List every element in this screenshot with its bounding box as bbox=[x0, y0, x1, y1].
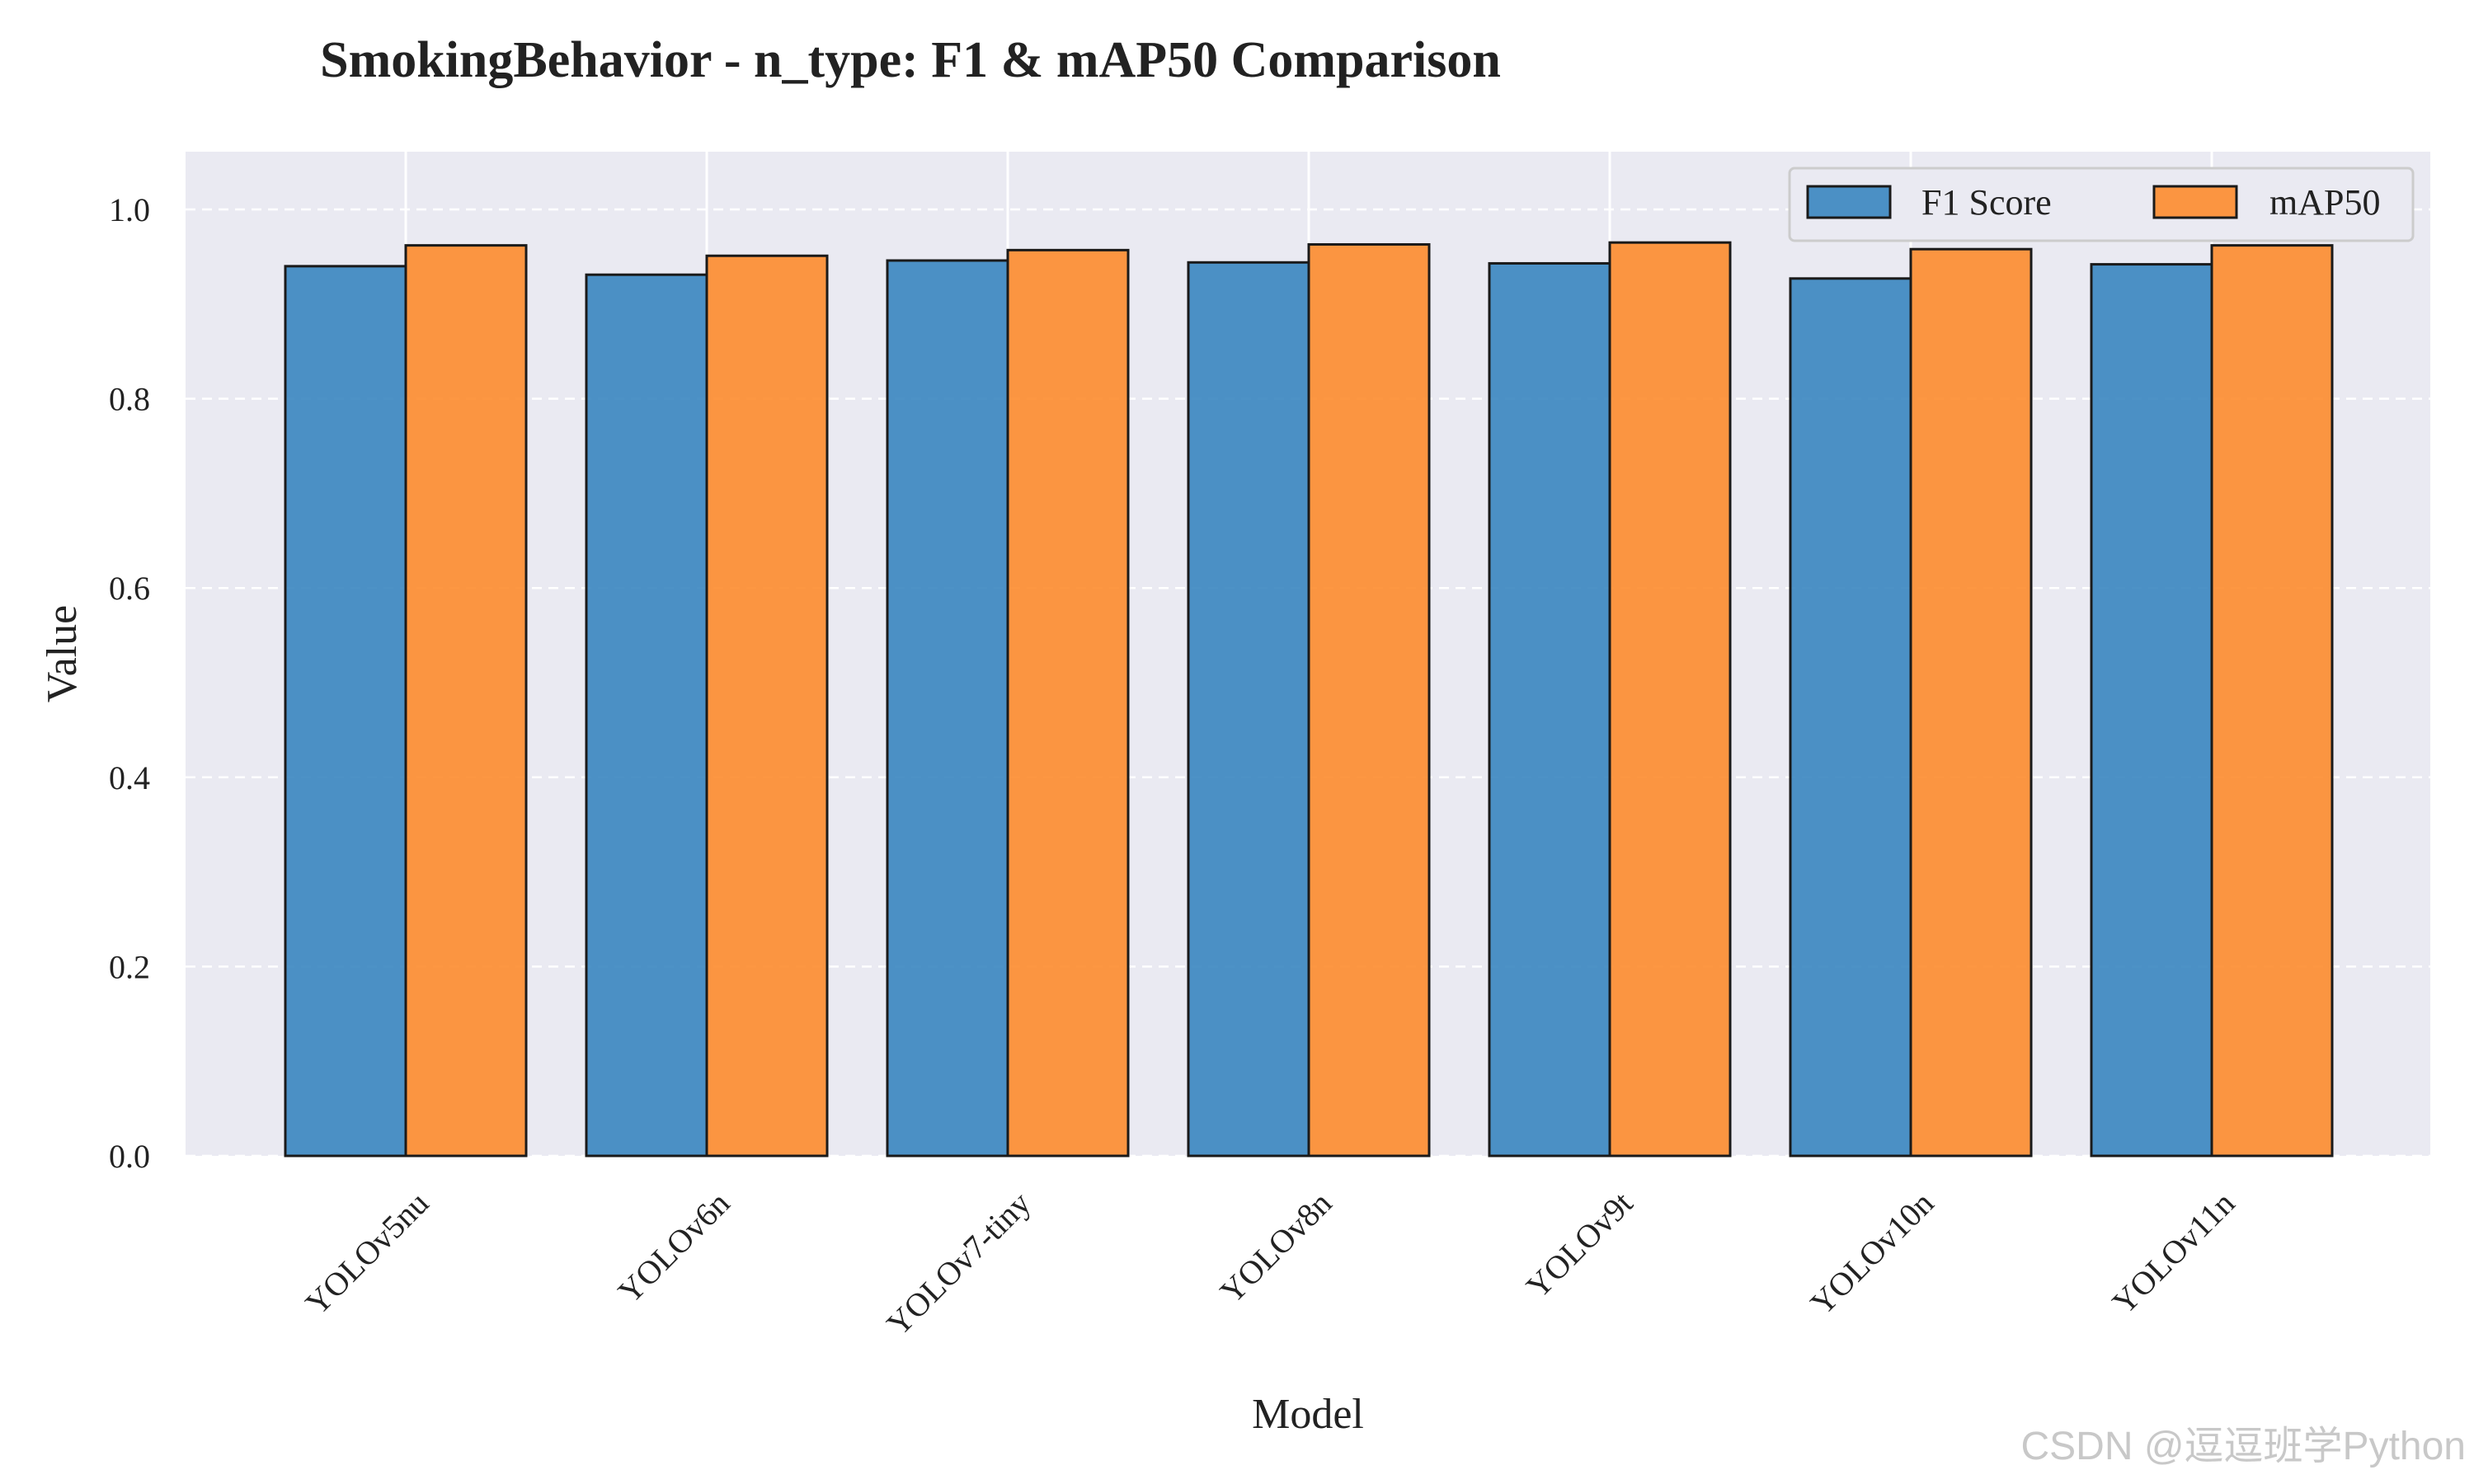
legend: F1 Score mAP50 bbox=[1788, 167, 2415, 242]
x-tick-label: YOLOv6n bbox=[611, 1185, 737, 1311]
bar-map50-yolov5nu bbox=[404, 244, 528, 1158]
bar-map50-yolov10n bbox=[1909, 247, 2033, 1158]
legend-swatch-f1 bbox=[1806, 185, 1892, 219]
y-tick-label: 0.8 bbox=[109, 381, 150, 418]
legend-frame bbox=[1788, 167, 2415, 242]
bar-f1-score-yolov7-tiny bbox=[886, 259, 1009, 1158]
bar-map50-yolov9t bbox=[1608, 241, 1732, 1158]
chart-title: SmokingBehavior - n_type: F1 & mAP50 Com… bbox=[320, 32, 1501, 88]
watermark: CSDN @逗逗班学Python bbox=[2020, 1425, 2466, 1468]
x-tick-label: YOLOv10n bbox=[1803, 1185, 1940, 1322]
bar-f1-score-yolov11n bbox=[2090, 263, 2213, 1158]
legend-label-map50: mAP50 bbox=[2269, 182, 2380, 223]
y-tick-label: 0.0 bbox=[109, 1138, 150, 1175]
bar-f1-score-yolov10n bbox=[1789, 277, 1912, 1158]
x-tick-label: YOLOv7-tiny bbox=[879, 1185, 1037, 1343]
y-axis-ticks: 0.0 0.2 0.4 0.6 0.8 1.0 bbox=[109, 191, 150, 1175]
y-tick-label: 0.2 bbox=[109, 948, 150, 985]
bars bbox=[284, 241, 2334, 1158]
x-tick-label: YOLOv11n bbox=[2105, 1185, 2241, 1322]
bar-f1-score-yolov9t bbox=[1488, 261, 1611, 1158]
y-tick-label: 1.0 bbox=[109, 191, 150, 228]
bar-f1-score-yolov8n bbox=[1187, 261, 1310, 1158]
y-axis-label: Value bbox=[39, 605, 86, 702]
x-axis-label: Model bbox=[1252, 1391, 1364, 1438]
x-tick-label: YOLOv9t bbox=[1519, 1185, 1640, 1306]
legend-swatch-map50 bbox=[2152, 185, 2238, 219]
bar-map50-yolov7-tiny bbox=[1006, 248, 1130, 1158]
x-tick-label: YOLOv5nu bbox=[298, 1185, 435, 1322]
y-tick-label: 0.4 bbox=[109, 759, 150, 796]
x-axis-ticks: YOLOv5nu YOLOv6n YOLOv7-tiny YOLOv8n YOLOv9t… bbox=[298, 1185, 2241, 1343]
bar-f1-score-yolov5nu bbox=[284, 265, 407, 1158]
bar-f1-score-yolov6n bbox=[585, 273, 708, 1158]
legend-label-f1: F1 Score bbox=[1921, 182, 2052, 223]
bar-map50-yolov6n bbox=[705, 254, 829, 1158]
bar-map50-yolov8n bbox=[1307, 242, 1431, 1158]
bar-map50-yolov11n bbox=[2210, 244, 2334, 1158]
y-tick-label: 0.6 bbox=[109, 570, 150, 607]
x-tick-label: YOLOv8n bbox=[1213, 1185, 1339, 1311]
